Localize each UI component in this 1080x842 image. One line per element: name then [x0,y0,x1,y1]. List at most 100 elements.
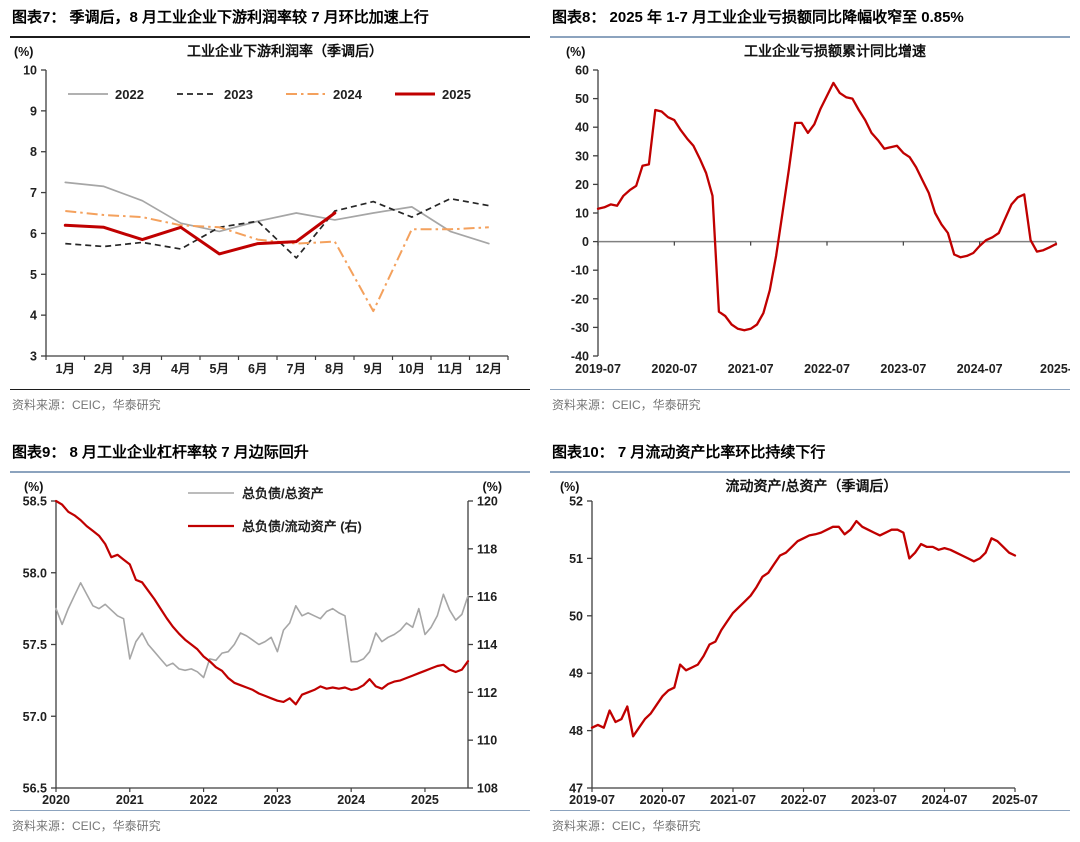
figure-8-header: 图表8： 2025 年 1-7 月工业企业亏损额同比降幅收窄至 0.85% [550,6,1070,38]
svg-text:2021-07: 2021-07 [710,793,756,807]
figure-7-chart: 工业企业下游利润率（季调后） (%) 3 4 5 6 7 8 9 10 1月 2月 3月 4月 5月 6月 7月… [14,43,509,376]
figure-8-source: 资料来源：CEIC，华泰研究 [552,398,701,412]
figure-9-source: 资料来源：CEIC，华泰研究 [12,819,161,833]
figure-10-chart: 流动资产/总资产（季调后） (%) 47 48 49 50 51 52 2019-07 2020-… [560,478,1038,807]
svg-text:3月: 3月 [133,362,152,376]
svg-text:(%): (%) [24,480,43,494]
svg-text:40: 40 [575,120,589,134]
svg-text:6: 6 [30,226,37,240]
svg-text:2022: 2022 [115,87,144,102]
svg-text:57.5: 57.5 [23,638,47,652]
svg-text:49: 49 [569,666,583,680]
figure-9-header: 图表9： 8 月工业企业杠杆率较 7 月边际回升 [10,441,530,473]
figure-10-panel: 图表10： 7 月流动资产比率环比持续下行 流动资产/总资产（季调后） (%) 47… [540,421,1080,842]
svg-text:8月: 8月 [325,362,344,376]
svg-text:9月: 9月 [364,362,383,376]
svg-text:5: 5 [30,267,37,281]
svg-text:11月: 11月 [437,362,463,376]
svg-text:-10: -10 [571,263,589,277]
svg-text:总负债/总资产: 总负债/总资产 [242,486,324,501]
svg-text:30: 30 [575,149,589,163]
svg-text:47: 47 [569,781,583,795]
svg-text:10: 10 [23,63,37,77]
figure-7-source: 资料来源：CEIC，华泰研究 [12,398,161,412]
svg-text:4: 4 [30,308,37,322]
svg-text:2023: 2023 [224,87,253,102]
svg-text:2020-07: 2020-07 [640,793,686,807]
svg-text:2022-07: 2022-07 [781,793,827,807]
svg-text:3: 3 [30,349,37,363]
svg-text:2020: 2020 [42,793,70,807]
svg-text:12月: 12月 [476,362,502,376]
svg-text:57.0: 57.0 [23,709,47,723]
svg-text:2023: 2023 [263,793,291,807]
svg-text:1月: 1月 [56,362,75,376]
figure-8-panel: 图表8： 2025 年 1-7 月工业企业亏损额同比降幅收窄至 0.85% 工业… [540,0,1080,421]
svg-text:2022: 2022 [190,793,218,807]
figure-9-panel: 图表9： 8 月工业企业杠杆率较 7 月边际回升 (%) (%) 56.5 57.0 5… [0,421,540,842]
svg-text:2025-: 2025- [1040,362,1070,376]
svg-text:116: 116 [477,590,497,604]
svg-text:9: 9 [30,104,37,118]
figure-8-chart: 工业企业亏损额累计同比增速 (%) -40 -30 -20 -10 0 10 20 30 40 50 6… [566,43,1070,376]
figure-10-source: 资料来源：CEIC，华泰研究 [552,819,701,833]
svg-text:2021: 2021 [116,793,144,807]
svg-text:-30: -30 [571,320,589,334]
figure-9-separator [10,810,530,811]
svg-text:2024-07: 2024-07 [922,793,968,807]
svg-text:6月: 6月 [248,362,267,376]
svg-text:2019-07: 2019-07 [575,362,621,376]
svg-text:52: 52 [569,494,583,508]
svg-text:112: 112 [477,685,497,699]
figure-7-separator [10,389,530,390]
figure-10-header: 图表10： 7 月流动资产比率环比持续下行 [550,441,1070,473]
svg-text:58.0: 58.0 [23,566,47,580]
svg-text:110: 110 [477,733,497,747]
svg-text:-40: -40 [571,349,589,363]
svg-text:118: 118 [477,542,497,556]
figure-9-chart: (%) (%) 56.5 57.0 57.5 58.0 58.5 108 110 112 114 11… [23,480,502,807]
svg-text:2021-07: 2021-07 [728,362,774,376]
svg-text:(%): (%) [566,45,585,59]
svg-text:10月: 10月 [399,362,425,376]
svg-text:工业企业下游利润率（季调后）: 工业企业下游利润率（季调后） [187,43,383,59]
svg-text:56.5: 56.5 [23,781,47,795]
svg-text:2025-07: 2025-07 [992,793,1038,807]
svg-text:50: 50 [575,92,589,106]
svg-text:2022-07: 2022-07 [804,362,850,376]
svg-text:2025: 2025 [442,87,471,102]
svg-text:50: 50 [569,609,583,623]
svg-text:(%): (%) [14,45,33,59]
svg-text:48: 48 [569,724,583,738]
figure-7-title: 图表7： 季调后，8 月工业企业下游利润率较 7 月环比加速上行 [12,9,429,26]
figure-10-title: 图表10： 7 月流动资产比率环比持续下行 [552,444,826,461]
svg-text:2023-07: 2023-07 [880,362,926,376]
svg-text:58.5: 58.5 [23,494,47,508]
svg-text:8: 8 [30,145,37,159]
svg-text:2020-07: 2020-07 [651,362,697,376]
figure-9-title: 图表9： 8 月工业企业杠杆率较 7 月边际回升 [12,444,309,461]
svg-text:2024: 2024 [337,793,365,807]
svg-text:2月: 2月 [94,362,113,376]
svg-text:0: 0 [582,235,589,249]
svg-text:120: 120 [477,494,498,508]
svg-text:2023-07: 2023-07 [851,793,897,807]
svg-text:7月: 7月 [287,362,306,376]
svg-text:60: 60 [575,63,589,77]
svg-text:108: 108 [477,781,498,795]
svg-text:5月: 5月 [210,362,229,376]
svg-text:4月: 4月 [171,362,190,376]
svg-text:20: 20 [575,177,589,191]
svg-text:114: 114 [477,638,497,652]
svg-text:2024: 2024 [333,87,363,102]
svg-text:10: 10 [575,206,589,220]
figure-7-header: 图表7： 季调后，8 月工业企业下游利润率较 7 月环比加速上行 [10,6,530,38]
svg-text:51: 51 [569,551,583,565]
svg-text:7: 7 [30,186,37,200]
figure-8-title: 图表8： 2025 年 1-7 月工业企业亏损额同比降幅收窄至 0.85% [552,9,964,26]
svg-text:流动资产/总资产（季调后）: 流动资产/总资产（季调后） [726,478,898,494]
figure-7-panel: 图表7： 季调后，8 月工业企业下游利润率较 7 月环比加速上行 工业企业下游利… [0,0,540,421]
svg-text:2025: 2025 [411,793,439,807]
svg-text:工业企业亏损额累计同比增速: 工业企业亏损额累计同比增速 [744,43,926,59]
